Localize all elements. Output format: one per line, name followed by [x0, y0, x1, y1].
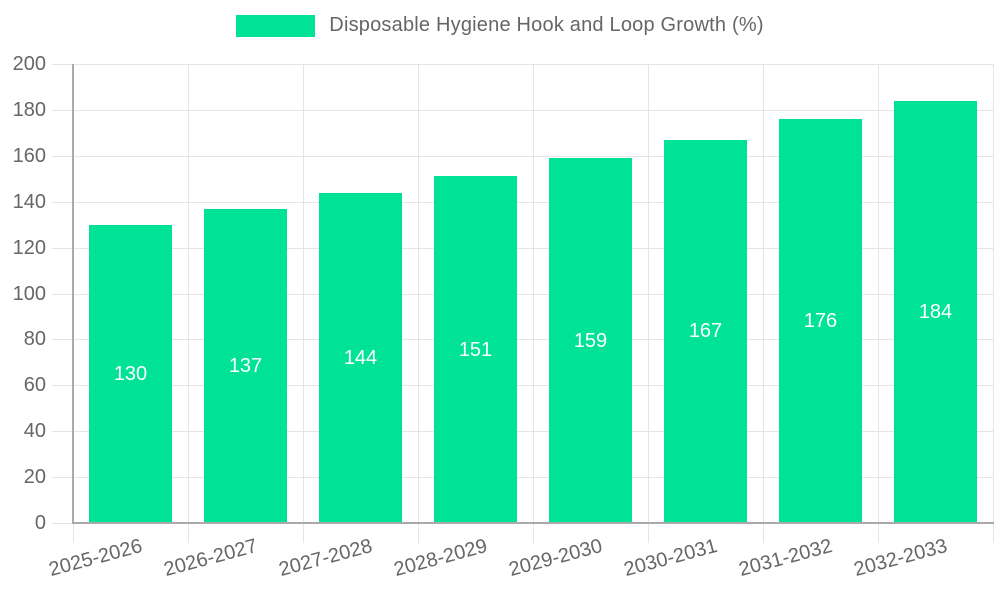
y-axis-line [72, 64, 74, 524]
x-axis-tick [878, 523, 879, 543]
y-axis-tick-label: 180 [12, 98, 46, 121]
gridline-vertical [763, 64, 764, 523]
bar-value-label: 176 [803, 310, 838, 333]
bar[interactable] [89, 224, 172, 523]
x-axis-tick [533, 523, 534, 543]
gridline-vertical [533, 64, 534, 523]
bar-value-label: 184 [918, 300, 953, 323]
gridline-horizontal [52, 431, 993, 433]
legend-item[interactable]: Disposable Hygiene Hook and Loop Growth … [236, 14, 763, 37]
gridline-horizontal [52, 385, 993, 387]
y-axis-tick-label: 120 [12, 236, 46, 259]
gridline-horizontal [52, 247, 993, 249]
gridline-vertical [188, 64, 189, 523]
gridline-vertical [993, 64, 994, 523]
x-axis-tick [188, 523, 189, 543]
y-axis-tick-label: 100 [12, 282, 46, 305]
gridline-vertical [878, 64, 879, 523]
x-axis-tick [303, 523, 304, 543]
plot-area: 0 20 40 60 80 100 120 140 160 180 200 130 2025-2026 1… [13, 53, 994, 581]
gridline-vertical [418, 64, 419, 523]
bar[interactable] [779, 119, 862, 523]
y-axis-tick [52, 523, 73, 524]
gridline-horizontal [52, 339, 993, 341]
y-axis-tick-label: 20 [23, 466, 46, 489]
x-axis-tick [648, 523, 649, 543]
bar-value-label: 151 [458, 338, 493, 361]
bar[interactable] [549, 158, 632, 523]
x-axis-tick [993, 523, 994, 543]
bar[interactable] [434, 176, 517, 523]
gridline-horizontal [52, 201, 993, 203]
bar[interactable] [664, 139, 747, 523]
x-axis-line [72, 522, 994, 524]
legend-swatch-icon [236, 14, 316, 37]
x-axis-tick [73, 523, 74, 543]
gridline-vertical [648, 64, 649, 523]
y-axis-tick-label: 60 [23, 374, 46, 397]
gridline-horizontal [52, 155, 993, 157]
gridline-horizontal [52, 109, 993, 111]
gridline-horizontal [52, 293, 993, 295]
gridline-horizontal [52, 477, 993, 479]
bar-value-label: 137 [228, 354, 263, 377]
bar-value-label: 130 [113, 362, 148, 385]
gridline-vertical [303, 64, 304, 523]
bar-value-label: 144 [343, 346, 378, 369]
y-axis-tick-label: 160 [12, 144, 46, 167]
legend-label: Disposable Hygiene Hook and Loop Growth … [329, 14, 764, 36]
y-axis-tick-label: 40 [23, 420, 46, 443]
gridline-horizontal [52, 64, 993, 65]
legend: Disposable Hygiene Hook and Loop Growth … [0, 14, 1000, 37]
x-axis-tick [763, 523, 764, 543]
bar[interactable] [204, 208, 287, 523]
bar[interactable] [319, 192, 402, 523]
bar-value-label: 167 [688, 320, 723, 343]
y-axis-tick-label: 200 [12, 53, 46, 75]
y-axis-tick-label: 0 [34, 512, 46, 534]
bar-value-label: 159 [573, 329, 608, 352]
bar[interactable] [894, 100, 977, 523]
y-axis-tick-label: 80 [23, 328, 46, 351]
y-axis-tick-label: 140 [12, 190, 46, 213]
x-axis-tick [418, 523, 419, 543]
